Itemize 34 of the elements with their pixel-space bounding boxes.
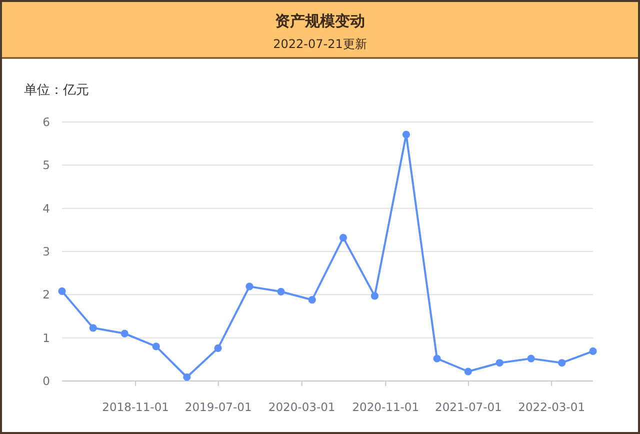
point bbox=[214, 344, 222, 352]
point bbox=[120, 330, 128, 338]
point bbox=[589, 347, 597, 356]
point bbox=[152, 342, 160, 350]
x-tick-label: 2021-07-01 bbox=[435, 400, 502, 414]
x-tick-label: 2018-11-01 bbox=[102, 400, 169, 414]
point bbox=[558, 359, 566, 367]
y-axis-title: 单位：亿元 bbox=[24, 83, 89, 98]
x-tick-label: 2020-03-01 bbox=[268, 400, 336, 414]
point bbox=[89, 324, 97, 332]
point bbox=[402, 130, 410, 138]
y-tick-label: 2 bbox=[42, 288, 50, 302]
point bbox=[246, 282, 254, 290]
point bbox=[277, 288, 285, 296]
chart-title: 资产规模变动 bbox=[275, 12, 365, 30]
point bbox=[370, 292, 379, 300]
chart-subtitle: 2022-07-21更新 bbox=[273, 37, 367, 51]
x-tick-label: 2022-03-01 bbox=[518, 400, 586, 414]
point bbox=[433, 354, 441, 362]
y-tick-label: 0 bbox=[42, 374, 50, 388]
y-tick-label: 5 bbox=[42, 158, 50, 172]
point bbox=[464, 368, 472, 376]
point bbox=[183, 373, 191, 381]
x-tick-label: 2019-07-01 bbox=[184, 400, 252, 414]
x-tick-label: 2020-11-01 bbox=[352, 400, 420, 414]
point bbox=[308, 296, 316, 304]
point bbox=[496, 359, 504, 367]
y-tick-label: 1 bbox=[42, 330, 50, 345]
y-tick-label: 6 bbox=[42, 115, 50, 129]
point bbox=[527, 354, 535, 362]
point bbox=[58, 287, 66, 296]
y-tick-label: 3 bbox=[42, 244, 50, 258]
point bbox=[339, 234, 348, 242]
y-tick-label: 4 bbox=[42, 201, 50, 216]
